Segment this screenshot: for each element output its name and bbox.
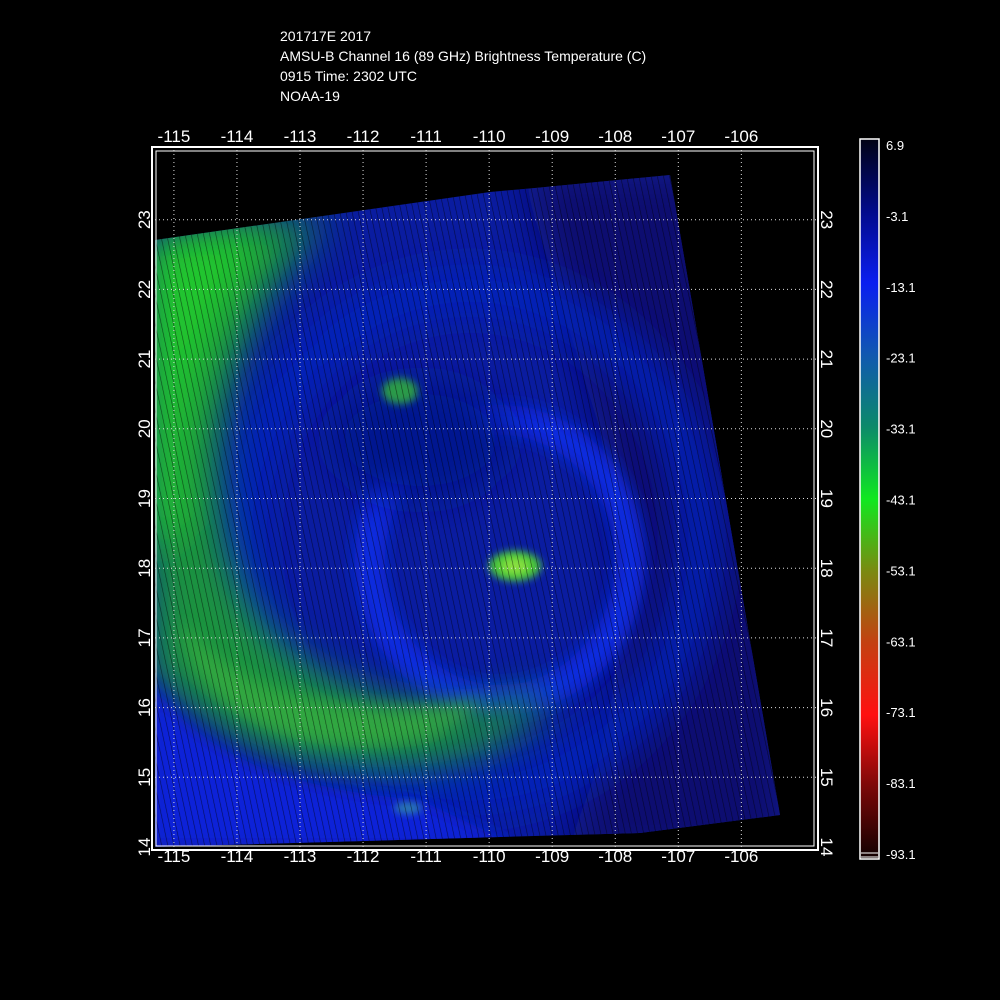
product-title: AMSU-B Channel 16 (89 GHz) Brightness Te…	[280, 48, 647, 64]
lat-tick-label-right: 16	[817, 698, 836, 717]
storm-id-title: 201717E 2017	[280, 28, 372, 44]
colorbar-label: -3.1	[886, 209, 908, 224]
colorbar-label: -43.1	[886, 493, 916, 508]
lon-labels-top: -115 -114 -113 -112 -111 -110 -109 -108 -107 -106	[158, 127, 759, 146]
lat-tick-label-right: 14	[817, 838, 836, 857]
lat-labels-left: 14 15 16 17 18 19 20 21 22 23	[135, 210, 154, 856]
lat-tick-label-left: 23	[135, 210, 154, 229]
colorbar-label: -53.1	[886, 563, 916, 578]
lon-tick-label-bottom: -108	[598, 847, 632, 866]
lat-tick-label-right: 17	[817, 628, 836, 647]
lon-tick-label-top: -111	[410, 127, 442, 146]
lat-tick-label-right: 18	[817, 559, 836, 578]
lat-lon-grid	[155, 150, 817, 847]
lon-tick-label-top: -106	[724, 127, 758, 146]
lat-tick-label-left: 16	[135, 698, 154, 717]
lon-tick-label-bottom: -112	[347, 847, 380, 866]
colorbar-label: -63.1	[886, 634, 916, 649]
lon-tick-label-bottom: -110	[473, 847, 506, 866]
swath-imagery	[155, 175, 780, 847]
colorbar-label: -23.1	[886, 351, 916, 366]
lon-tick-label-top: -108	[598, 127, 632, 146]
lat-tick-label-left: 14	[135, 838, 154, 857]
lat-tick-label-left: 17	[135, 628, 154, 647]
lon-tick-label-top: -107	[661, 127, 695, 146]
colorbar	[859, 138, 880, 860]
satellite-title: NOAA-19	[280, 88, 340, 104]
colorbar-label: -13.1	[886, 280, 916, 295]
lat-tick-label-left: 19	[135, 489, 154, 508]
lat-tick-label-left: 18	[135, 559, 154, 578]
lat-tick-label-left: 20	[135, 419, 154, 438]
lat-tick-label-right: 23	[817, 210, 836, 229]
time-title: 0915 Time: 2302 UTC	[280, 68, 417, 84]
lon-tick-label-bottom: -114	[221, 847, 254, 866]
lat-tick-label-left: 22	[135, 280, 154, 299]
lon-tick-label-top: -113	[284, 127, 317, 146]
lon-tick-label-top: -109	[535, 127, 569, 146]
colorbar-label: -83.1	[886, 776, 916, 791]
colorbar-label: -73.1	[886, 705, 916, 720]
lat-tick-label-right: 22	[817, 280, 836, 299]
lat-tick-label-right: 20	[817, 419, 836, 438]
lat-tick-label-left: 15	[135, 768, 154, 787]
lon-tick-label-bottom: -107	[661, 847, 695, 866]
lat-tick-label-right: 15	[817, 768, 836, 787]
lon-tick-label-bottom: -111	[410, 847, 442, 866]
lon-tick-label-bottom: -106	[724, 847, 758, 866]
lat-labels-right: 14 15 16 17 18 19 20 21 22 23	[817, 210, 836, 856]
lon-tick-label-top: -112	[347, 127, 380, 146]
lon-tick-label-bottom: -115	[158, 847, 191, 866]
map-frame	[151, 146, 819, 851]
lat-tick-label-right: 21	[817, 350, 836, 369]
title-block: 201717E 2017 AMSU-B Channel 16 (89 GHz) …	[280, 26, 646, 106]
colorbar-labels: 6.9 -3.1 -13.1 -23.1 -33.1 -43.1 -53.1 -63.1 -73…	[886, 138, 916, 862]
colorbar-label: -33.1	[886, 422, 916, 437]
lat-tick-label-right: 19	[817, 489, 836, 508]
lon-tick-label-bottom: -113	[284, 847, 317, 866]
lon-tick-label-top: -115	[158, 127, 191, 146]
lon-tick-label-top: -114	[221, 127, 254, 146]
colorbar-label: 6.9	[886, 138, 904, 153]
colorbar-label: -93.1	[886, 847, 916, 862]
lon-labels-bottom: -115 -114 -113 -112 -111 -110 -109 -108 -107 -106	[158, 847, 759, 866]
lon-tick-label-top: -110	[473, 127, 506, 146]
lon-tick-label-bottom: -109	[535, 847, 569, 866]
lat-tick-label-left: 21	[135, 350, 154, 369]
